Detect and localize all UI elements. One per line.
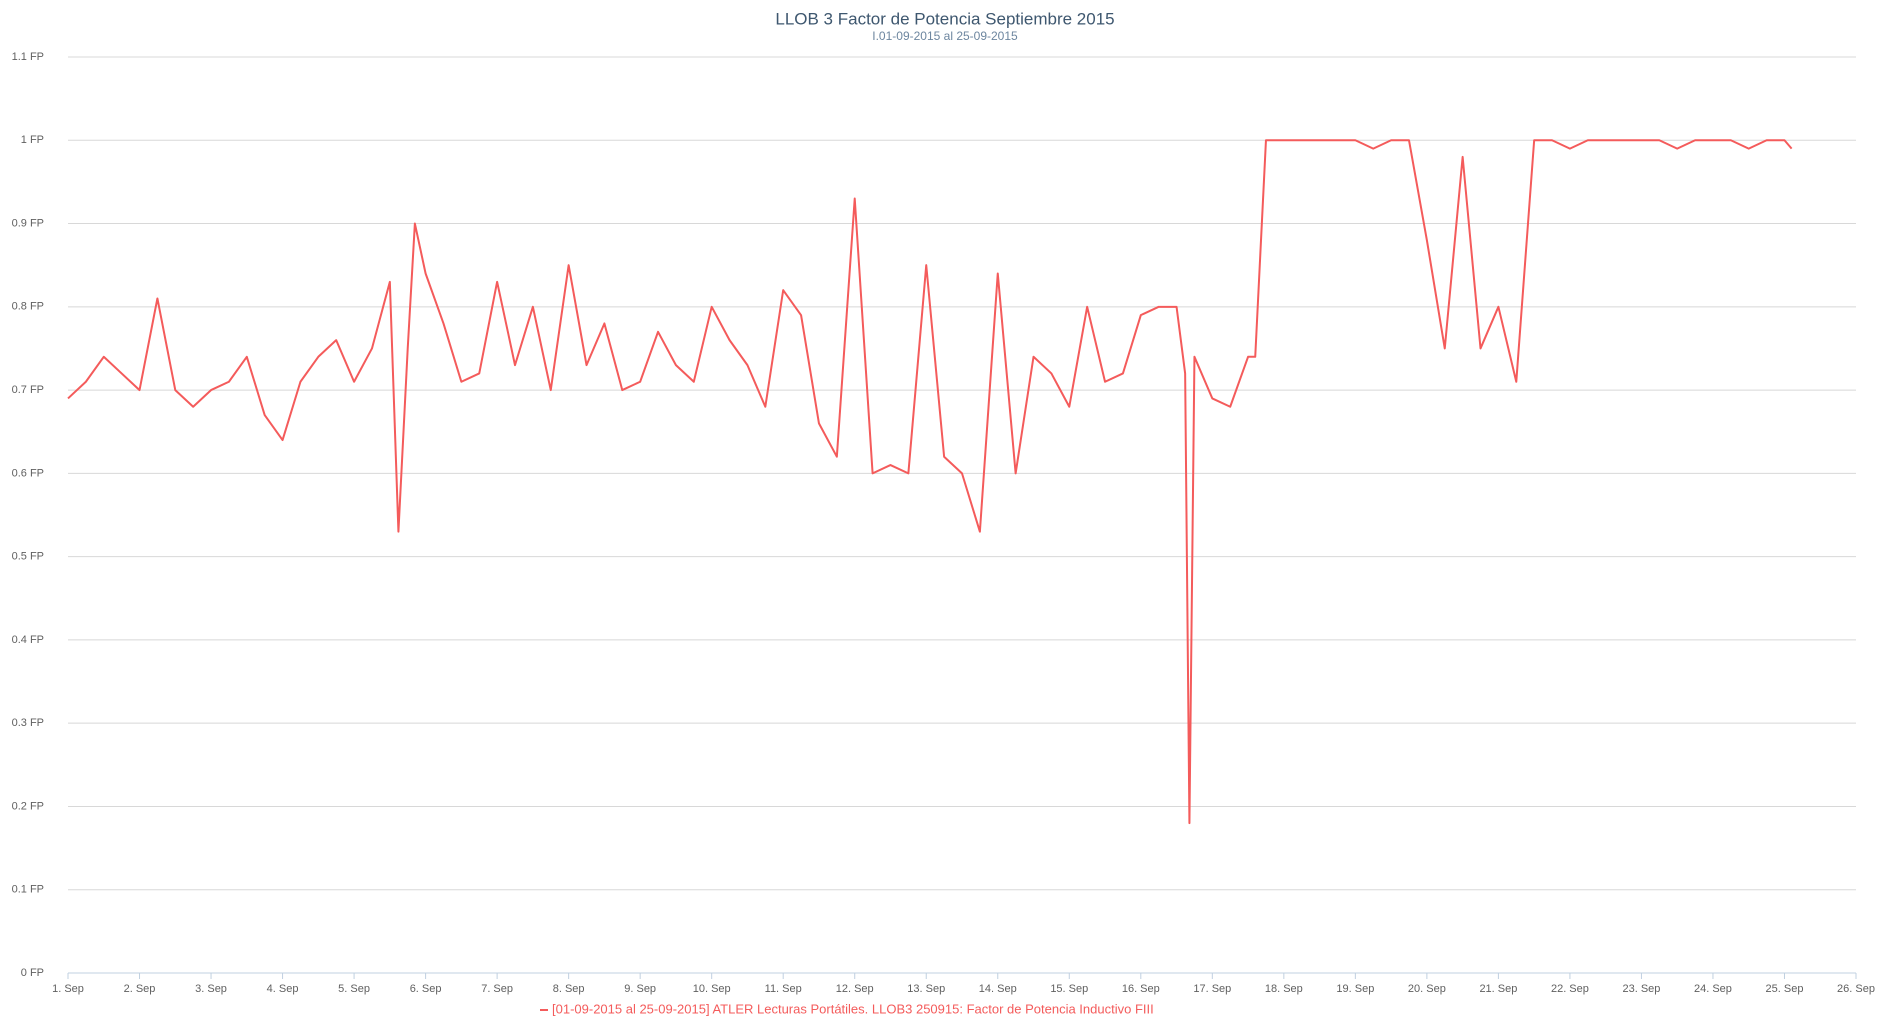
x-tick-label: 10. Sep: [693, 983, 731, 995]
x-tick-label: 15. Sep: [1050, 983, 1088, 995]
x-tick-label: 24. Sep: [1694, 983, 1732, 995]
x-tick-label: 17. Sep: [1193, 983, 1231, 995]
y-tick-label: 0.2 FP: [12, 800, 44, 812]
x-tick-label: 11. Sep: [765, 983, 802, 995]
chart-title: LLOB 3 Factor de Potencia Septiembre 201…: [775, 9, 1114, 28]
x-tick-label: 1. Sep: [52, 983, 84, 995]
chart-subtitle: I.01-09-2015 al 25-09-2015: [872, 29, 1018, 43]
x-tick-label: 5. Sep: [338, 983, 370, 995]
x-tick-label: 2. Sep: [124, 983, 156, 995]
x-tick-label: 9. Sep: [624, 983, 656, 995]
y-tick-label: 0.3 FP: [12, 717, 44, 729]
y-tick-label: 0.7 FP: [12, 384, 44, 396]
y-tick-label: 0 FP: [21, 967, 44, 979]
x-tick-label: 23. Sep: [1622, 983, 1660, 995]
y-tick-label: 0.1 FP: [12, 884, 44, 896]
y-tick-label: 1.1 FP: [12, 51, 44, 63]
x-tick-label: 8. Sep: [553, 983, 585, 995]
x-tick-label: 12. Sep: [836, 983, 874, 995]
legend-label: [01-09-2015 al 25-09-2015] ATLER Lectura…: [552, 1001, 1154, 1016]
x-tick-label: 14. Sep: [979, 983, 1017, 995]
x-tick-label: 21. Sep: [1479, 983, 1517, 995]
y-tick-label: 0.8 FP: [12, 301, 44, 313]
x-tick-label: 22. Sep: [1551, 983, 1589, 995]
x-tick-label: 6. Sep: [410, 983, 442, 995]
x-tick-label: 4. Sep: [267, 983, 299, 995]
x-tick-label: 16. Sep: [1122, 983, 1160, 995]
y-tick-label: 0.6 FP: [12, 467, 44, 479]
x-tick-label: 7. Sep: [481, 983, 513, 995]
x-tick-label: 20. Sep: [1408, 983, 1446, 995]
y-tick-label: 0.9 FP: [12, 217, 44, 229]
y-tick-label: 0.5 FP: [12, 551, 44, 563]
x-tick-label: 26. Sep: [1837, 983, 1875, 995]
y-tick-label: 1 FP: [21, 134, 44, 146]
x-tick-label: 25. Sep: [1766, 983, 1804, 995]
x-tick-label: 18. Sep: [1265, 983, 1303, 995]
x-tick-label: 13. Sep: [907, 983, 945, 995]
x-tick-label: 19. Sep: [1336, 983, 1374, 995]
x-tick-label: 3. Sep: [195, 983, 227, 995]
series-line: [67, 139, 1793, 825]
y-tick-label: 0.4 FP: [12, 634, 44, 646]
